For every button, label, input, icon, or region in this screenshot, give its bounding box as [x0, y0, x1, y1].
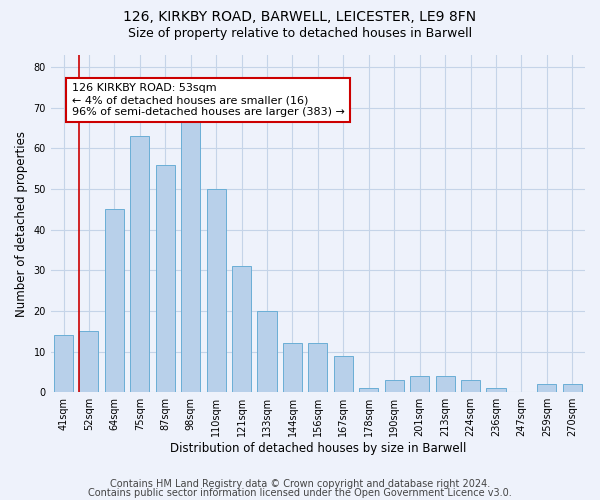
Text: 126, KIRKBY ROAD, BARWELL, LEICESTER, LE9 8FN: 126, KIRKBY ROAD, BARWELL, LEICESTER, LE… — [124, 10, 476, 24]
Text: 126 KIRKBY ROAD: 53sqm
← 4% of detached houses are smaller (16)
96% of semi-deta: 126 KIRKBY ROAD: 53sqm ← 4% of detached … — [71, 84, 344, 116]
Bar — [359, 388, 379, 392]
Bar — [79, 332, 98, 392]
X-axis label: Distribution of detached houses by size in Barwell: Distribution of detached houses by size … — [170, 442, 466, 455]
Bar — [181, 120, 200, 392]
Bar — [257, 311, 277, 392]
Bar — [563, 384, 582, 392]
Bar — [105, 210, 124, 392]
Text: Size of property relative to detached houses in Barwell: Size of property relative to detached ho… — [128, 28, 472, 40]
Bar — [436, 376, 455, 392]
Text: Contains public sector information licensed under the Open Government Licence v3: Contains public sector information licen… — [88, 488, 512, 498]
Bar — [538, 384, 556, 392]
Bar — [130, 136, 149, 392]
Bar — [461, 380, 480, 392]
Bar — [206, 189, 226, 392]
Text: Contains HM Land Registry data © Crown copyright and database right 2024.: Contains HM Land Registry data © Crown c… — [110, 479, 490, 489]
Bar — [410, 376, 429, 392]
Bar — [334, 356, 353, 392]
Bar — [54, 336, 73, 392]
Bar — [487, 388, 506, 392]
Bar — [283, 344, 302, 392]
Bar — [232, 266, 251, 392]
Bar — [385, 380, 404, 392]
Y-axis label: Number of detached properties: Number of detached properties — [15, 130, 28, 316]
Bar — [308, 344, 328, 392]
Bar — [156, 164, 175, 392]
